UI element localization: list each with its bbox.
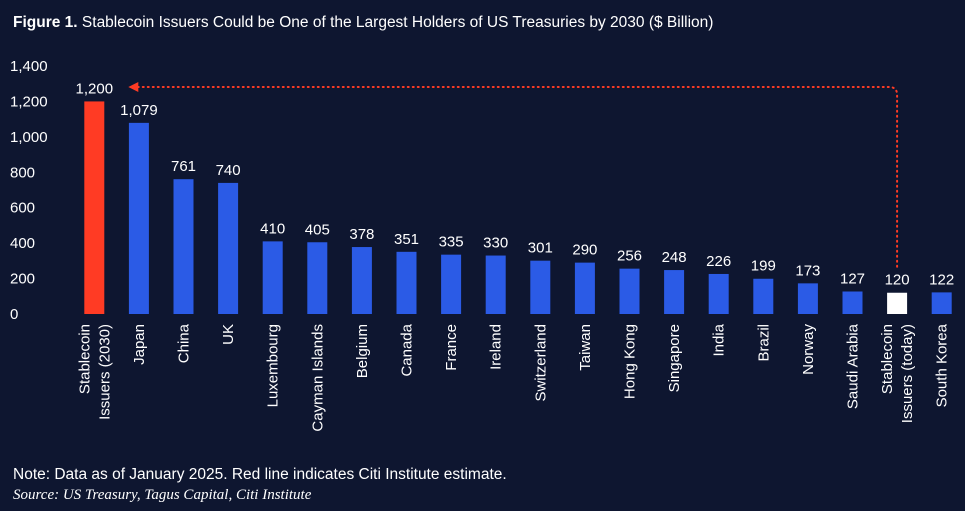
category-label: China: [176, 323, 193, 363]
category-label: Singapore: [666, 324, 683, 392]
bar-value-label: 1,200: [76, 80, 114, 97]
bar: [530, 260, 551, 314]
bar-value-label: 301: [528, 240, 553, 257]
bar: [574, 262, 595, 314]
bar: [842, 291, 863, 314]
category-label: Norway: [800, 324, 817, 375]
category-label: France: [443, 324, 460, 371]
bar: [262, 241, 283, 314]
bar: [218, 182, 239, 314]
figure-title: Figure 1. Stablecoin Issuers Could be On…: [13, 14, 713, 32]
category-label: Japan: [131, 324, 148, 365]
y-tick-label: 1,000: [10, 129, 48, 146]
bar-value-label: 410: [260, 220, 285, 237]
bar-value-label: 378: [349, 226, 374, 243]
bar: [887, 292, 908, 314]
bar: [441, 254, 462, 314]
category-label: UK: [220, 324, 237, 345]
bar: [664, 270, 685, 314]
figure-title-text: Stablecoin Issuers Could be One of the L…: [81, 14, 714, 31]
bar-value-label: 351: [394, 231, 419, 248]
y-tick-label: 800: [10, 164, 35, 181]
bar-value-label: 335: [439, 234, 464, 251]
bar-value-label: 761: [171, 158, 196, 175]
chart-source: Source: US Treasury, Tagus Capital, Citi…: [13, 487, 312, 503]
bar: [351, 247, 372, 314]
bar-value-label: 127: [840, 271, 865, 288]
bar-value-label: 199: [751, 258, 776, 275]
bar-value-label: 248: [662, 249, 687, 266]
bar: [173, 179, 194, 314]
y-tick-label: 1,400: [10, 58, 48, 75]
category-label: Taiwan: [577, 324, 594, 371]
y-tick-label: 0: [10, 306, 18, 323]
category-label: Belgium: [354, 324, 371, 378]
bar-chart: 0 200 400 600 800 1,000 1,200 1,400 1,200 Stablec…: [10, 58, 954, 432]
category-label: Switzerland: [532, 324, 549, 402]
bar: [619, 268, 640, 314]
category-label: Ireland: [488, 324, 505, 370]
chart-note: Note: Data as of January 2025. Red line …: [13, 466, 507, 483]
bar-value-label: 256: [617, 248, 642, 265]
y-tick-label: 400: [10, 235, 35, 252]
bar-value-label: 226: [706, 253, 731, 270]
bar: [708, 273, 729, 314]
bar: [84, 101, 105, 314]
category-label: Brazil: [755, 324, 772, 362]
y-tick-label: 1,200: [10, 93, 48, 110]
category-label: South Korea: [934, 323, 951, 407]
estimate-arrow-line: [137, 86, 899, 268]
bar-value-label: 122: [929, 271, 954, 288]
bar: [485, 255, 506, 314]
y-tick-label: 600: [10, 200, 35, 217]
category-label: Cayman Islands: [309, 324, 326, 432]
bar: [797, 283, 818, 314]
bar-value-label: 405: [305, 221, 330, 238]
bar-value-label: 1,079: [120, 102, 158, 119]
bar: [753, 278, 774, 314]
category-label: Stablecoin: [879, 324, 896, 394]
category-label: Stablecoin: [76, 324, 93, 394]
category-label: India: [711, 323, 728, 356]
bar-value-label: 120: [885, 272, 910, 289]
bar: [128, 122, 149, 314]
category-label: Luxembourg: [265, 324, 282, 407]
category-label: Saudi Arabia: [845, 323, 862, 409]
category-label: Canada: [399, 323, 416, 376]
bar: [307, 242, 328, 314]
figure-label: Figure 1.: [13, 14, 78, 31]
bar: [931, 292, 952, 314]
bar: [396, 251, 417, 314]
estimate-arrow-head: [128, 82, 139, 92]
bar-value-label: 740: [216, 162, 241, 179]
y-tick-label: 200: [10, 271, 35, 288]
bar-value-label: 173: [795, 262, 820, 279]
bar-value-label: 290: [572, 242, 597, 259]
category-label: Hong Kong: [622, 324, 639, 399]
category-label: Issuers (today): [899, 324, 916, 423]
category-label: Issuers (2030): [96, 324, 113, 420]
bar-value-label: 330: [483, 235, 508, 252]
